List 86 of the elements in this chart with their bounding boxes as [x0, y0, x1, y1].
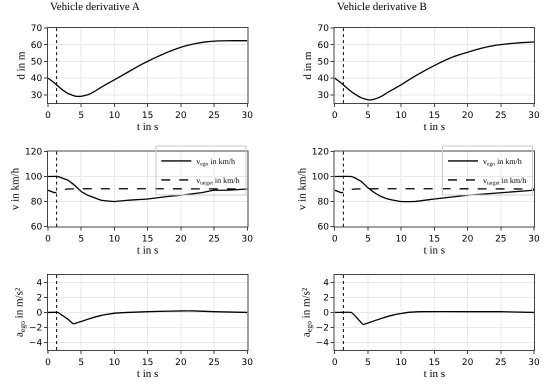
x-tick-label: 30 [528, 358, 540, 368]
y-tick-label: 70 [30, 24, 42, 34]
y-tick-label: 30 [30, 90, 42, 101]
x-tick-label: 0 [45, 358, 52, 368]
x-axis-title: t in s [136, 368, 158, 380]
chart-title: Vehicle derivative B [337, 1, 427, 13]
x-tick-label: 30 [242, 234, 254, 244]
y-tick-label: 80 [30, 198, 42, 208]
legend-label: v$_{ego}$ in km/h [483, 157, 522, 168]
x-tick-label: 25 [208, 358, 220, 368]
y-tick-label: 4 [36, 278, 42, 289]
x-tick-label: 25 [208, 110, 220, 121]
x-tick-label: 25 [495, 234, 507, 244]
x-tick-label: 30 [528, 234, 540, 244]
x-tick-label: 0 [332, 110, 338, 121]
x-axis-title: t in s [136, 244, 158, 257]
y-tick-label: 50 [317, 58, 330, 68]
x-tick-label: 10 [108, 110, 120, 121]
y-axis-title: d in m [15, 51, 28, 80]
y-axis-title: d in m [302, 51, 314, 80]
x-tick-label: 20 [462, 234, 474, 244]
x-tick-label: 15 [428, 358, 440, 368]
y-tick-label: 30 [317, 90, 330, 101]
x-tick-label: 30 [242, 110, 254, 121]
x-tick-label: 20 [175, 234, 187, 244]
y-tick-label: −4 [316, 338, 330, 349]
x-axis-title: t in s [424, 121, 446, 134]
x-tick-label: 10 [395, 234, 408, 244]
x-tick-label: 0 [45, 234, 52, 244]
y-tick-label: 0 [323, 308, 330, 319]
y-tick-label: 100 [25, 172, 42, 183]
y-tick-label: 60 [30, 40, 42, 51]
x-tick-label: 30 [528, 110, 540, 121]
x-tick-label: 15 [142, 234, 154, 244]
y-axis-title: v in km/h [296, 167, 308, 210]
x-tick-label: 15 [142, 358, 154, 368]
y-tick-label: 60 [317, 40, 330, 51]
y-tick-label: 120 [312, 148, 330, 158]
y-tick-label: −4 [28, 338, 42, 349]
x-tick-label: 5 [365, 358, 371, 368]
x-tick-label: 0 [332, 234, 338, 244]
y-tick-label: 2 [36, 294, 42, 304]
x-tick-label: 25 [495, 358, 507, 368]
x-tick-label: 20 [175, 358, 187, 368]
x-tick-label: 15 [428, 110, 440, 121]
x-tick-label: 15 [428, 234, 440, 244]
y-tick-label: 60 [30, 222, 42, 233]
legend-label: v$_{target}$ in km/h [196, 176, 240, 187]
x-tick-label: 10 [108, 234, 120, 244]
x-axis-title: t in s [424, 368, 446, 380]
y-tick-label: 70 [317, 24, 330, 34]
y-tick-label: −2 [316, 324, 329, 334]
chart-title: Vehicle derivative A [50, 1, 140, 13]
x-tick-label: 20 [175, 110, 187, 121]
y-tick-label: 120 [25, 148, 42, 158]
x-tick-label: 5 [365, 110, 371, 121]
x-tick-label: 20 [462, 110, 474, 121]
x-tick-label: 15 [142, 110, 154, 121]
y-axis-title: v in km/h [10, 167, 22, 210]
y-tick-label: 0 [36, 308, 42, 319]
y-tick-label: 60 [317, 222, 330, 233]
legend-label: v$_{ego}$ in km/h [196, 157, 236, 168]
y-tick-label: −2 [28, 324, 42, 334]
y-tick-label: 80 [317, 198, 330, 208]
y-tick-label: 2 [323, 294, 329, 304]
x-tick-label: 5 [78, 358, 84, 368]
x-tick-label: 20 [462, 358, 474, 368]
y-tick-label: 50 [30, 58, 42, 68]
x-tick-label: 25 [208, 234, 220, 244]
x-tick-label: 25 [495, 110, 507, 121]
x-tick-label: 30 [242, 358, 254, 368]
y-tick-label: 40 [30, 74, 42, 84]
x-tick-label: 10 [395, 110, 408, 121]
x-tick-label: 10 [108, 358, 120, 368]
x-tick-label: 5 [365, 234, 371, 244]
y-tick-label: 40 [317, 74, 330, 84]
x-tick-label: 5 [78, 110, 84, 121]
y-tick-label: 100 [312, 172, 330, 183]
x-tick-label: 5 [78, 234, 84, 244]
x-tick-label: 0 [45, 110, 52, 121]
x-tick-label: 0 [332, 358, 338, 368]
x-tick-label: 10 [395, 358, 408, 368]
y-tick-label: 4 [323, 278, 330, 289]
x-axis-title: t in s [424, 244, 446, 257]
x-axis-title: t in s [136, 121, 158, 134]
legend-label: v$_{target}$ in km/h [483, 176, 526, 187]
